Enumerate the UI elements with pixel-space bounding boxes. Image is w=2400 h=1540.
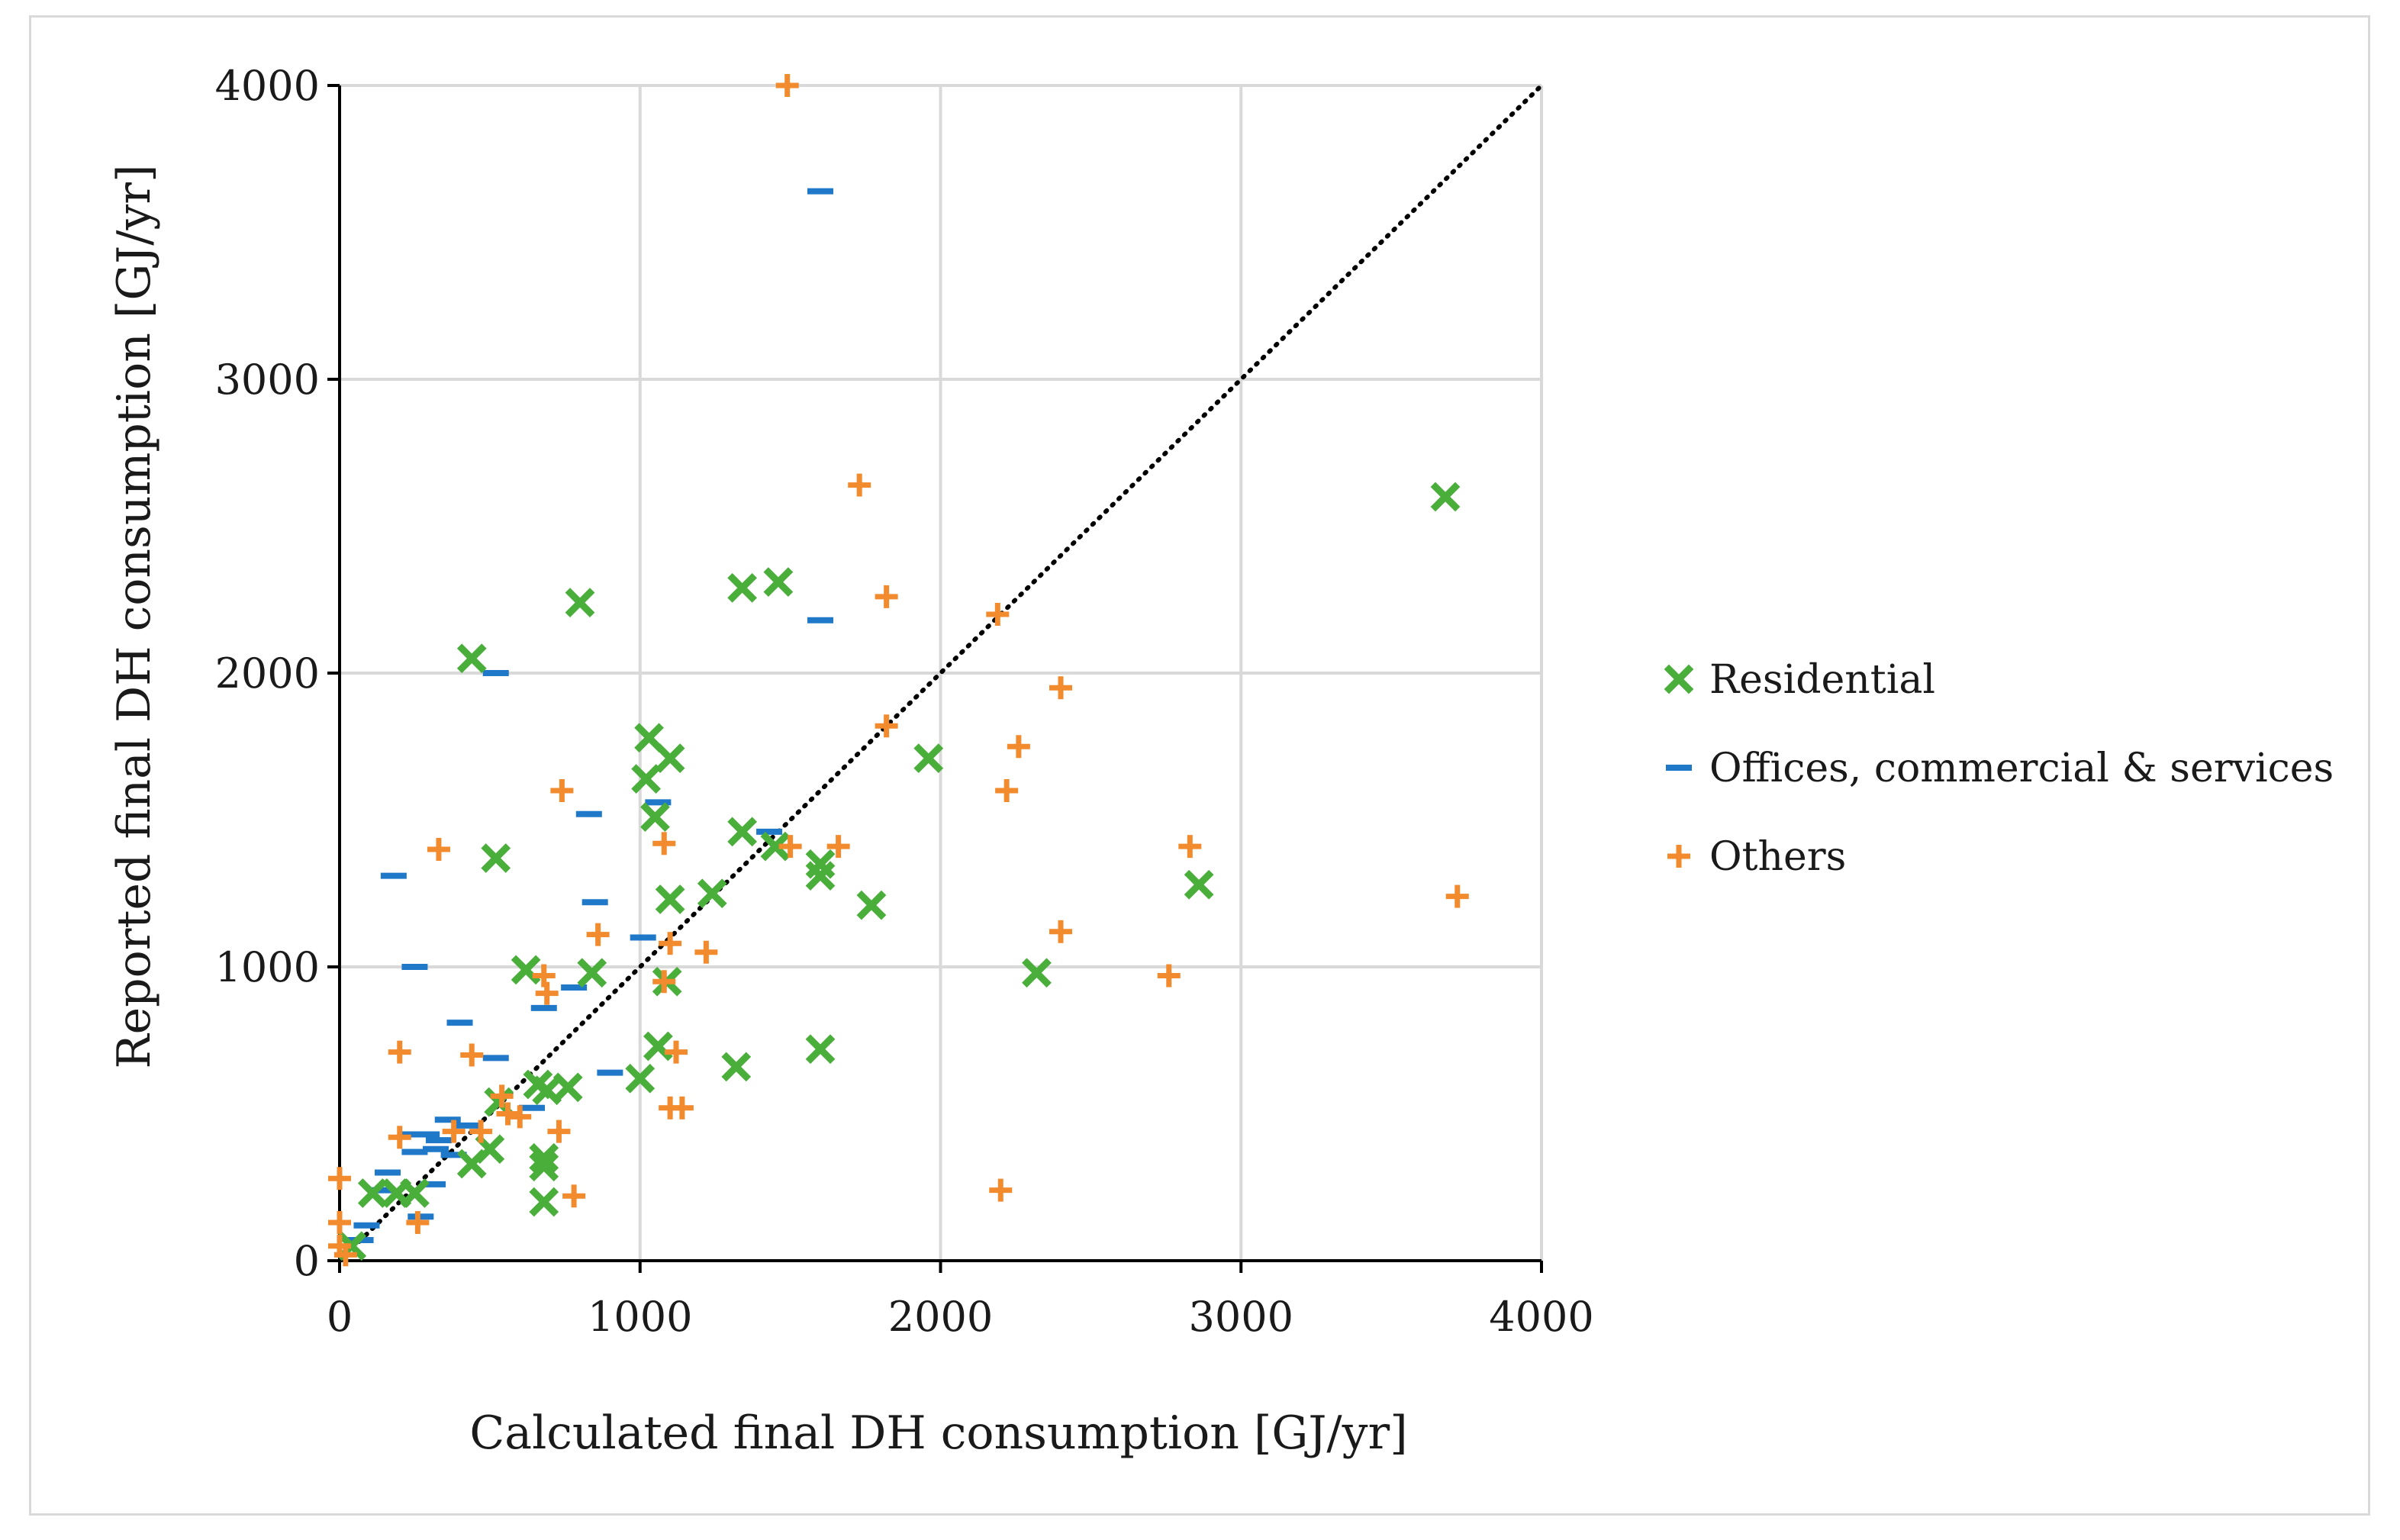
point-others	[490, 1084, 514, 1108]
point-residential	[625, 1063, 656, 1094]
point-others	[442, 1120, 466, 1143]
point-others	[1007, 735, 1030, 759]
point-others	[496, 1102, 520, 1126]
point-residential	[913, 743, 944, 774]
point-others	[1445, 884, 1469, 908]
point-others	[388, 1040, 411, 1064]
point-residential	[529, 1187, 559, 1217]
point-residential	[655, 884, 685, 914]
point-others	[562, 1184, 586, 1208]
point-others	[875, 585, 898, 608]
point-residential	[532, 1075, 562, 1106]
legend-label-0: Residential	[1709, 657, 1935, 703]
point-residential	[456, 643, 487, 674]
point-others	[778, 835, 802, 859]
point-residential	[727, 817, 757, 847]
data-points	[328, 74, 1469, 1267]
point-residential	[552, 1072, 583, 1103]
y-tick-label: 3000	[215, 356, 320, 404]
point-others	[659, 932, 682, 955]
chart-frame	[29, 15, 2370, 1516]
point-others	[460, 1043, 484, 1067]
point-others	[665, 1040, 688, 1064]
y-tick-label: 0	[294, 1237, 320, 1285]
point-residential	[640, 802, 670, 833]
point-others	[875, 714, 898, 738]
point-others	[532, 964, 556, 987]
axes	[327, 84, 1543, 1273]
point-others	[406, 1210, 430, 1234]
point-others	[586, 923, 610, 946]
point-residential	[760, 831, 791, 862]
point-residential	[763, 567, 794, 598]
point-residential	[357, 1178, 388, 1208]
point-others	[848, 473, 871, 497]
point-others	[1157, 964, 1181, 987]
y-tick-label: 1000	[215, 943, 320, 991]
legend-marker-2	[1667, 845, 1690, 868]
point-others	[508, 1105, 532, 1129]
point-residential	[1430, 482, 1461, 512]
point-others	[547, 1120, 571, 1143]
point-residential	[1184, 869, 1214, 900]
point-residential	[577, 958, 607, 988]
x-tick-label: 1000	[588, 1293, 692, 1341]
point-others	[550, 779, 574, 802]
point-others	[652, 832, 676, 855]
point-others	[1049, 920, 1072, 943]
point-others	[775, 74, 799, 97]
point-others	[1178, 835, 1202, 859]
legend-label-1: Offices, commercial & services	[1709, 746, 2334, 791]
y-axis-title: Reported final DH consumption [GJ/yr]	[108, 164, 161, 1068]
point-residential	[529, 1152, 559, 1182]
legend-marker-0	[1664, 664, 1694, 694]
point-residential	[856, 890, 887, 920]
point-others	[826, 835, 850, 859]
point-others	[1049, 676, 1072, 700]
reference-line-group	[337, 83, 1544, 1263]
point-residential	[805, 1034, 836, 1065]
point-residential	[721, 1052, 752, 1082]
point-others	[986, 603, 1010, 626]
x-tick-label: 3000	[1189, 1293, 1293, 1341]
point-others	[652, 970, 676, 994]
point-others	[333, 1243, 357, 1267]
point-others	[328, 1167, 351, 1190]
y-tick-label: 2000	[215, 649, 320, 698]
reference-line-1to1	[337, 83, 1544, 1263]
point-others	[694, 940, 718, 964]
legend-label-2: Others	[1709, 834, 1846, 880]
point-residential	[634, 723, 664, 753]
y-tick-label: 4000	[215, 62, 320, 110]
point-others	[995, 779, 1019, 802]
point-residential	[655, 743, 685, 774]
tick-labels: 0 1000 2000 3000 4000 0 1000 2000 3000 4000	[215, 62, 1594, 1341]
point-residential	[481, 843, 511, 873]
legend: Residential Offices, commercial & service…	[1664, 657, 2334, 880]
point-others	[328, 1210, 351, 1234]
point-others	[469, 1120, 493, 1143]
x-tick-label: 4000	[1489, 1293, 1593, 1341]
point-residential	[1022, 958, 1052, 988]
point-residential	[805, 861, 836, 891]
point-residential	[400, 1178, 430, 1208]
point-others	[427, 838, 450, 861]
point-others	[388, 1126, 411, 1149]
point-others	[535, 981, 559, 1005]
point-others	[670, 1096, 694, 1120]
point-residential	[727, 572, 757, 603]
point-residential	[565, 588, 595, 617]
x-tick-label: 2000	[888, 1293, 993, 1341]
x-tick-label: 0	[327, 1293, 353, 1341]
x-axis-title: Calculated final DH consumption [GJ/yr]	[469, 1406, 1407, 1460]
point-residential	[456, 1149, 487, 1179]
point-others	[989, 1178, 1013, 1202]
point-residential	[631, 764, 661, 794]
point-residential	[697, 878, 727, 909]
